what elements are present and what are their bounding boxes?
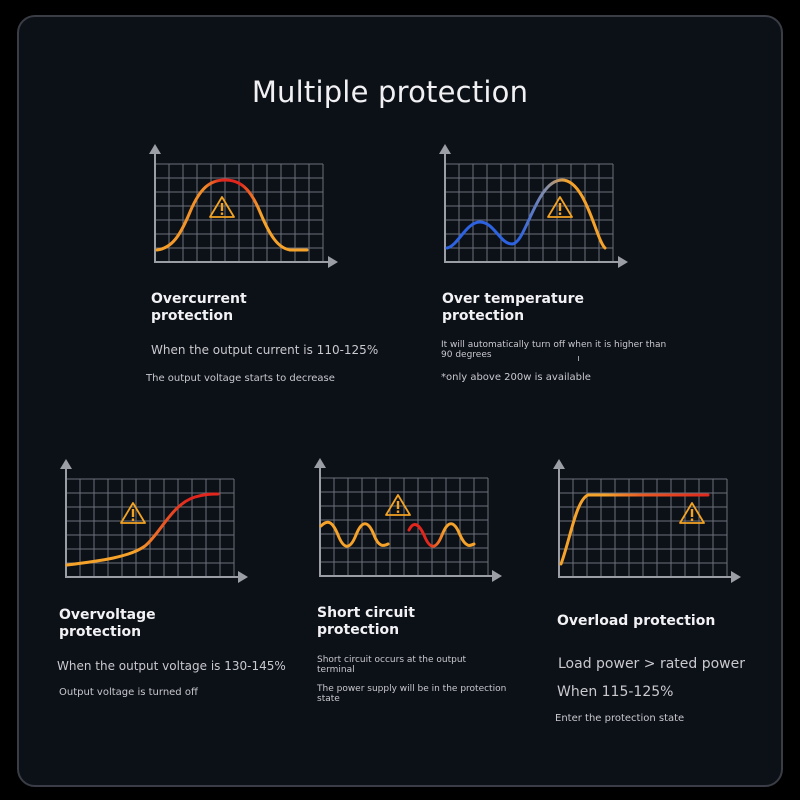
overload-curve <box>559 493 710 566</box>
overcurrent-heading-line1: Overcurrent <box>151 291 247 307</box>
over-temperature-heading: Over temperature protection <box>442 291 584 325</box>
over-temperature-curve <box>445 178 607 250</box>
short-circuit-desc2: The power supply will be in the protecti… <box>317 684 506 704</box>
short-circuit-x-arrow <box>492 570 502 582</box>
overvoltage-heading-line2: protection <box>59 624 142 640</box>
overvoltage-heading-line1: Overvoltage <box>59 607 156 623</box>
overcurrent-desc1: When the output current is 110-125% <box>151 343 379 357</box>
short-circuit-desc1-line2: terminal <box>317 665 355 675</box>
overcurrent-desc2: The output voltage starts to decrease <box>146 373 335 384</box>
overload-axes <box>558 468 733 578</box>
over-temperature-axes <box>444 153 620 263</box>
over-temperature-desc1: It will automatically turn off when it i… <box>441 340 666 360</box>
warning-triangle-icon <box>547 196 573 218</box>
over-temperature-grid <box>444 163 614 263</box>
overcurrent-heading-line2: protection <box>151 308 234 324</box>
overvoltage-curve <box>65 492 220 567</box>
overload-y-arrow <box>553 459 565 469</box>
overvoltage-y-arrow <box>60 459 72 469</box>
overvoltage-desc2: Output voltage is turned off <box>59 687 198 698</box>
short-circuit-heading-line2: protection <box>317 622 400 638</box>
over-temperature-desc2: *only above 200w is available <box>441 372 591 383</box>
over-temperature-heading-line1: Over temperature <box>442 291 585 307</box>
over-temperature-heading-line2: protection <box>442 308 525 324</box>
short-circuit-desc1: Short circuit occurs at the output termi… <box>317 655 466 675</box>
short-circuit-axes <box>319 467 494 577</box>
warning-triangle-icon <box>120 502 146 524</box>
short-circuit-wave-left <box>319 520 390 548</box>
overcurrent-y-arrow <box>149 144 161 154</box>
short-circuit-desc2-line1: The power supply will be in the protecti… <box>317 684 507 694</box>
overload-heading: Overload protection <box>557 613 716 629</box>
overvoltage-heading: Overvoltage protection <box>59 607 156 641</box>
page-title: Multiple protection <box>251 75 529 109</box>
overcurrent-x-arrow <box>328 256 338 268</box>
warning-triangle-icon <box>209 196 235 218</box>
overcurrent-curve <box>155 178 309 252</box>
over-temperature-desc1-line2: 90 degrees <box>441 350 492 360</box>
short-circuit-desc1-line1: Short circuit occurs at the output <box>317 655 467 665</box>
overvoltage-desc1: When the output voltage is 130-145% <box>57 659 286 673</box>
warning-triangle-icon <box>679 502 705 524</box>
short-circuit-wave-right <box>407 522 476 548</box>
overload-desc3: Enter the protection state <box>555 713 685 724</box>
over-temperature-desc1-line1: It will automatically turn off when it i… <box>441 340 667 350</box>
overvoltage-x-arrow <box>238 571 248 583</box>
overvoltage-axes <box>65 468 240 578</box>
overload-desc2: When 115-125% <box>557 684 674 700</box>
short-circuit-heading: Short circuit protection <box>317 605 415 639</box>
short-circuit-desc2-line2: state <box>317 694 340 704</box>
warning-triangle-icon <box>385 494 411 516</box>
overload-desc1: Load power > rated power <box>558 656 745 672</box>
overcurrent-axes <box>154 153 330 263</box>
content-panel: Multiple protection <box>17 15 783 787</box>
short-circuit-heading-line1: Short circuit <box>317 605 415 621</box>
overload-x-arrow <box>731 571 741 583</box>
decorative-tick <box>578 356 579 361</box>
over-temperature-y-arrow <box>439 144 451 154</box>
overcurrent-heading: Overcurrent protection <box>151 291 247 325</box>
short-circuit-y-arrow <box>314 458 326 468</box>
over-temperature-x-arrow <box>618 256 628 268</box>
